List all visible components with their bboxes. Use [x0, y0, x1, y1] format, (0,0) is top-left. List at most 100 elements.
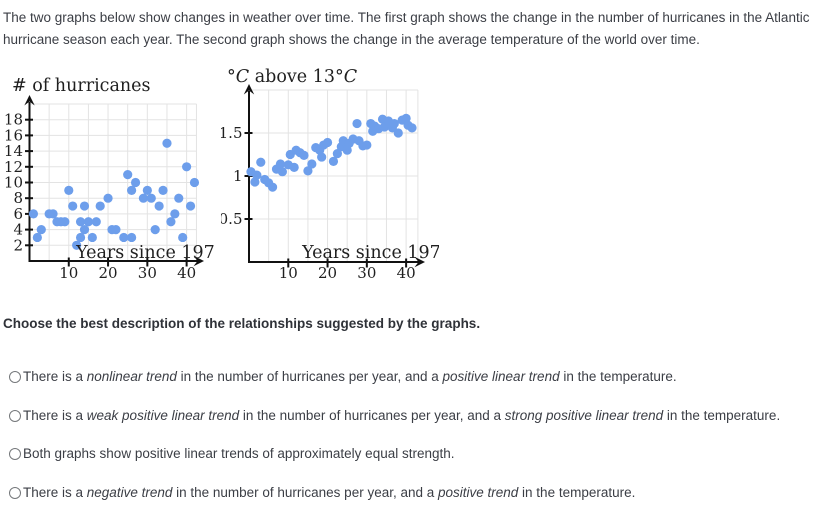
chart-title: °C above 13°C [227, 67, 358, 87]
data-point [68, 201, 78, 211]
answer-option-1[interactable]: There is a nonlinear trend in the number… [9, 369, 677, 384]
x-tick-label: 30 [138, 264, 157, 282]
option-label-segment: in the number of hurricanes per year, an… [239, 408, 505, 423]
option-label: There is a weak positive linear trend in… [23, 408, 780, 423]
data-point [150, 225, 160, 235]
data-point [127, 185, 137, 195]
data-point [267, 182, 278, 192]
x-tick-label: 10 [279, 264, 298, 282]
data-point [185, 201, 196, 211]
data-point [332, 149, 342, 159]
x-tick-label: 10 [59, 264, 78, 282]
option-label: There is a negative trend in the number … [23, 485, 635, 500]
y-axis-arrow-icon [243, 84, 255, 95]
intro-text: The two graphs below show changes in wea… [3, 10, 810, 47]
data-point [154, 201, 164, 211]
option-label-italic-segment: negative trend [86, 485, 173, 500]
option-label-segment: There is a [23, 485, 87, 500]
data-point [389, 118, 399, 129]
y-tick-label: 4 [13, 221, 23, 239]
question-text: Choose the best description of the relat… [3, 316, 481, 331]
data-point [174, 193, 184, 203]
data-point [87, 232, 97, 243]
y-tick-label: 18 [4, 111, 23, 129]
y-tick-label: 14 [4, 142, 23, 160]
data-point [138, 193, 149, 203]
y-tick-label: 2 [13, 236, 23, 254]
data-point [95, 201, 105, 211]
data-point [252, 170, 262, 180]
x-tick-label: 40 [177, 264, 196, 282]
data-point [64, 185, 74, 195]
data-point [28, 209, 39, 219]
data-point [328, 156, 339, 166]
option-label: Both graphs show positive linear trends … [23, 446, 455, 461]
data-point [303, 166, 313, 176]
y-tick-label: 6 [13, 205, 23, 223]
data-point [146, 193, 156, 203]
option-label-italic-segment: positive trend [438, 485, 519, 500]
data-point [48, 209, 58, 219]
radio-button[interactable] [9, 409, 21, 422]
data-point [119, 232, 129, 243]
data-point [256, 157, 266, 167]
x-axis-label: Years since 1970 [301, 243, 439, 263]
data-point [189, 177, 200, 188]
data-point [142, 185, 152, 195]
answer-option-4[interactable]: There is a negative trend in the number … [9, 485, 635, 500]
data-point [166, 217, 176, 227]
data-point [362, 140, 372, 150]
y-tick-label: 10 [4, 174, 23, 192]
option-label-segment: in the number of hurricanes per year, an… [172, 485, 438, 500]
data-point [289, 162, 299, 172]
y-tick-label: 12 [4, 158, 23, 176]
data-point [111, 225, 121, 235]
radio-button[interactable] [9, 486, 21, 499]
option-label-segment: in the temperature. [559, 369, 677, 384]
option-label-segment: There is a [23, 408, 87, 423]
option-label-segment: in the temperature. [518, 485, 636, 500]
data-point [407, 123, 417, 133]
data-point [275, 159, 286, 169]
answer-option-2[interactable]: There is a weak positive linear trend in… [9, 408, 780, 423]
data-point [79, 201, 90, 211]
option-label-segment: in the temperature. [663, 408, 781, 423]
data-point [72, 240, 82, 250]
data-point [352, 118, 362, 129]
x-tick-label: 30 [357, 264, 376, 282]
data-point [158, 185, 168, 195]
x-axis-label: Years since 1970 [75, 243, 215, 263]
data-point [317, 152, 327, 162]
data-point [393, 128, 403, 138]
data-point [60, 217, 70, 227]
option-label-segment: There is a [23, 369, 87, 384]
data-point [170, 209, 180, 219]
data-point [103, 193, 113, 203]
radio-button[interactable] [9, 370, 21, 383]
option-label-segment: Both graphs show positive linear trends … [23, 446, 455, 461]
data-point [178, 232, 188, 243]
data-point [79, 225, 90, 235]
data-point [75, 217, 86, 227]
x-tick-label: 20 [99, 264, 118, 282]
y-tick-label: 1.5 [221, 124, 243, 142]
y-tick-label: 0.5 [221, 210, 243, 228]
data-point [299, 150, 309, 160]
data-point [36, 225, 46, 235]
data-point [277, 167, 287, 177]
chart-title: # of hurricanes [12, 76, 151, 96]
data-point [162, 138, 172, 148]
option-label-italic-segment: weak positive linear trend [86, 408, 240, 423]
data-point [83, 217, 94, 227]
x-tick-label: 20 [318, 264, 337, 282]
data-point [32, 232, 42, 243]
data-point [307, 159, 317, 169]
option-label-segment: in the number of hurricanes per year, an… [176, 369, 443, 384]
answer-option-3[interactable]: Both graphs show positive linear trends … [9, 446, 455, 461]
data-point [123, 170, 133, 180]
x-tick-label: 40 [397, 264, 416, 282]
y-tick-label: 1 [233, 167, 243, 185]
radio-button[interactable] [9, 447, 21, 460]
